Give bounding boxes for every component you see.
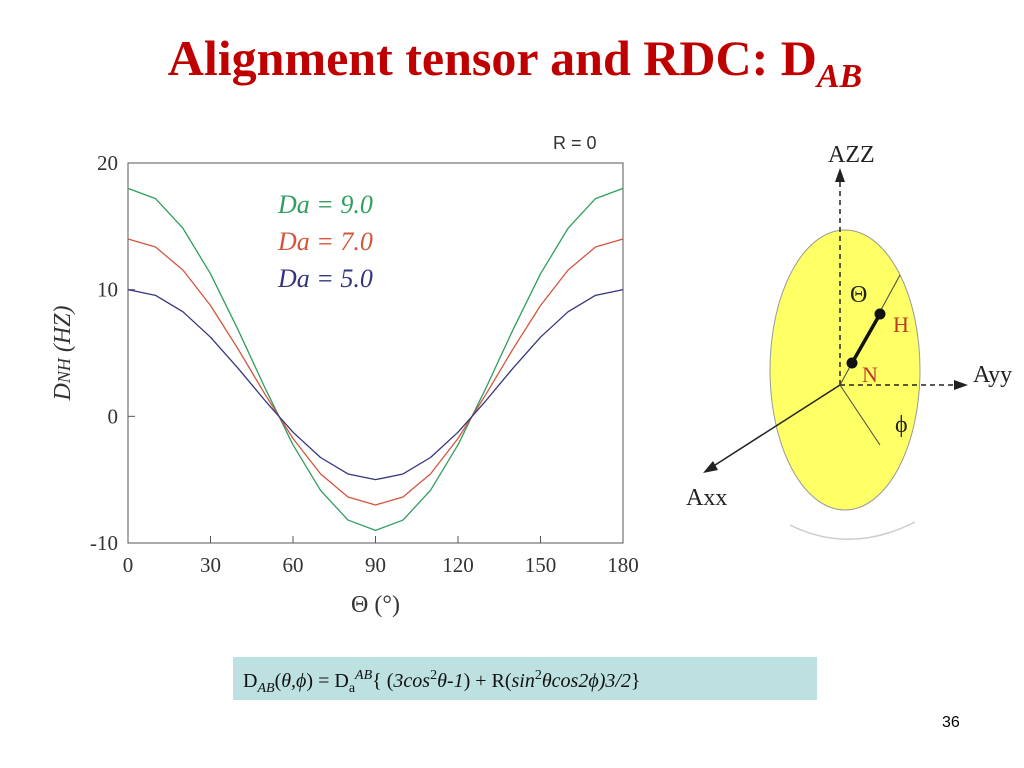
azz-label: AZZ [828,142,875,168]
y-tick-label: 10 [97,278,118,302]
f: AB [256,681,275,696]
bond-projection [839,384,881,446]
y-axis-label: DNH (HZ) [50,305,76,401]
plot-frame [127,162,624,544]
x-tick-label: 90 [365,553,386,577]
rotation-arc [789,521,916,540]
x-tick-label: 30 [200,553,221,577]
x-tick-label: 60 [283,553,304,577]
alignment-ellipsoid [769,229,921,511]
h-atom [874,308,886,320]
x-axis-label: Θ (°) [351,592,400,618]
annotation: R = 0 [553,133,597,153]
formula: DAB(θ,ϕ) = DaAB{ (3cos2θ-1) + R(sin2θcos… [243,668,641,696]
x-tick-label: 150 [525,553,557,577]
y-tick-label: 20 [97,151,118,175]
h-label: H [893,312,909,337]
n-atom [846,357,858,369]
x-tick-label: 0 [123,553,134,577]
y-tick-label: -10 [90,531,118,555]
f: D [243,670,257,692]
f: 2 [535,668,542,683]
f: { ( [372,670,394,692]
series-line [127,238,624,506]
series-line [127,289,624,481]
formula-box [233,657,817,700]
legend-entry: Da = 5.0 [277,264,373,293]
f: )3/2 [598,670,631,692]
arrow [703,461,718,473]
arrow [835,168,845,182]
f: ( [275,670,282,692]
series-line [127,187,624,531]
arrow [954,380,968,390]
title-sub: AB [815,58,862,95]
f: } [631,670,641,692]
y-label-main: D [50,383,76,401]
f: 3cos [392,670,430,692]
f: θ-1 [437,670,463,692]
nh-bond [850,313,882,364]
diagram: AZZ Ayy Axx Θ H N ϕ [686,142,1012,540]
axx-label: Axx [686,485,727,511]
axx-axis [711,384,841,468]
f: ) = D [306,670,348,692]
f: sin [512,670,535,692]
x-tick-label: 180 [607,553,639,577]
n-label: N [862,362,878,387]
ayy-label: Ayy [973,362,1012,388]
f: θ,ϕ [281,670,306,692]
title-text: Alignment tensor and RDC: D [168,30,817,86]
y-tick-label: 0 [108,404,119,428]
page-number: 36 [942,714,960,731]
theta-label: Θ [850,282,867,308]
phi-label: ϕ [895,412,908,438]
x-tick-label: 120 [442,553,474,577]
f: AB [354,668,373,683]
legend-entry: Da = 9.0 [277,190,373,219]
legend-entry: Da = 7.0 [277,227,373,256]
f: a [349,681,356,696]
f: ) + R( [464,670,512,692]
f: θcos2ϕ [542,670,599,692]
y-label-unit: (HZ) [50,305,76,358]
slide-title: Alignment tensor and RDC: DAB [168,30,862,95]
y-label-sub: NH [54,357,74,384]
f: 2 [430,668,437,683]
